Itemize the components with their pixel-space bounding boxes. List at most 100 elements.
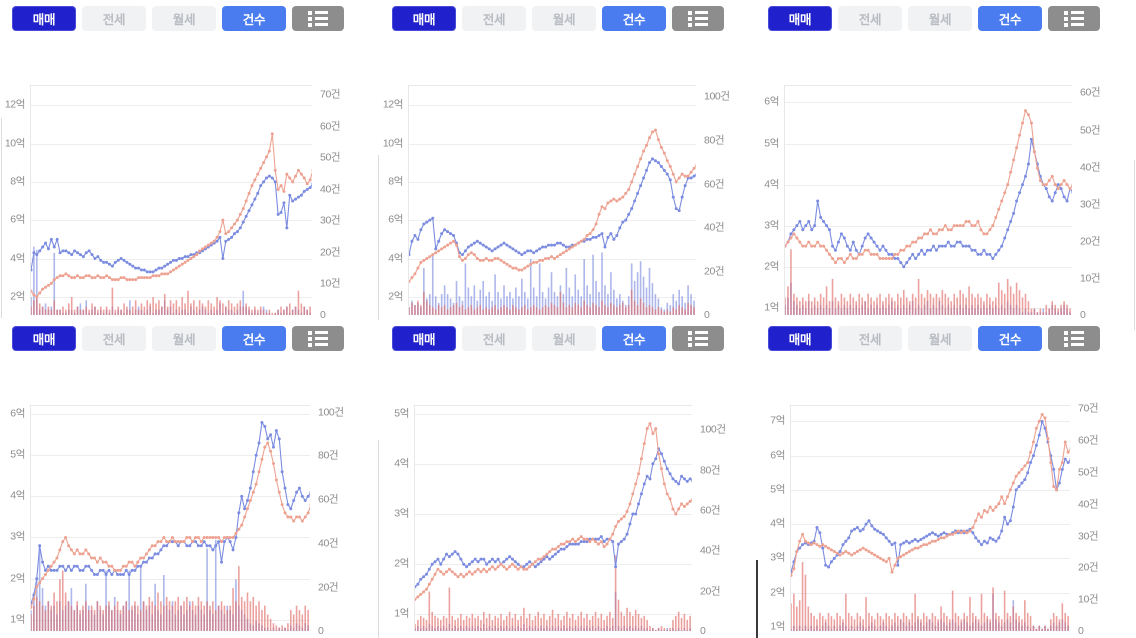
y-axis-left-tick: 3억 — [394, 507, 409, 520]
line-salmon-line — [415, 423, 692, 600]
y-axis-right-tick: 40건 — [1078, 498, 1099, 511]
list-view-button[interactable] — [1048, 6, 1100, 31]
y-axis-left-tick: 1억 — [10, 613, 25, 626]
gridline — [785, 266, 1072, 268]
tab-jeonse[interactable]: 전세 — [82, 326, 146, 351]
bar-series-bar-red — [415, 555, 691, 631]
tab-sale[interactable]: 매매 — [12, 326, 76, 351]
points-blue-line — [785, 137, 1072, 269]
y-axis-left-tick: 4억 — [770, 517, 785, 530]
tab-jeonse[interactable]: 전세 — [838, 326, 902, 351]
chart-panel-5: 매매전세월세건수5억4억3억2억1억100건80건60건40건20건006년08… — [380, 320, 756, 638]
y-axis-left-tick: 2억 — [764, 260, 779, 273]
tab-sale[interactable]: 매매 — [392, 6, 456, 31]
y-axis-left-tick: 2억 — [388, 290, 403, 303]
tab-count[interactable]: 건수 — [222, 6, 286, 31]
tab-sale-label: 매매 — [32, 13, 56, 27]
tab-count-label: 건수 — [998, 333, 1022, 347]
gridline — [791, 421, 1070, 423]
chart-area: 5억4억3억2억1억100건80건60건40건20건006년08년10년12년1… — [380, 355, 756, 638]
tab-count[interactable]: 건수 — [978, 6, 1042, 31]
tab-wolse[interactable]: 월세 — [908, 326, 972, 351]
y-axis-right-tick: 10건 — [1080, 272, 1101, 285]
y-axis-left-tick: 5억 — [394, 407, 409, 420]
tab-jeonse[interactable]: 전세 — [462, 6, 526, 31]
tab-count[interactable]: 건수 — [602, 326, 666, 351]
gridline — [31, 181, 312, 183]
y-axis-right-tick: 40건 — [704, 221, 725, 234]
tab-sale[interactable]: 매매 — [12, 6, 76, 31]
tab-jeonse[interactable]: 전세 — [462, 326, 526, 351]
tab-wolse[interactable]: 월세 — [152, 6, 216, 31]
y-axis-left-tick: 3억 — [764, 219, 779, 232]
y-axis-right-tick: 30건 — [1078, 530, 1099, 542]
series-svg — [31, 420, 310, 631]
y-axis-right-tick: 50건 — [1080, 124, 1101, 137]
list-icon — [308, 330, 328, 347]
list-icon — [688, 10, 708, 27]
y-axis-left-tick: 5억 — [770, 483, 785, 496]
points-salmon-line — [791, 413, 1070, 577]
tab-sale[interactable]: 매매 — [768, 6, 832, 31]
gridline — [409, 181, 696, 183]
tab-jeonse-label: 전세 — [858, 333, 882, 347]
gridline — [31, 455, 310, 457]
y-axis-right-tick: 30건 — [1080, 198, 1101, 211]
y-axis-left-tick: 4억 — [10, 489, 25, 502]
tab-wolse[interactable]: 월세 — [152, 326, 216, 351]
y-axis-left-tick: 1억 — [770, 620, 785, 633]
y-axis-left-tick: 10억 — [382, 137, 404, 149]
y-axis-left-tick: 4억 — [10, 252, 25, 264]
panel-divider — [1134, 160, 1135, 330]
y-axis-right-tick: 60건 — [1078, 434, 1099, 447]
list-view-button[interactable] — [292, 326, 344, 351]
chart-area: 7억6억5억4억3억2억1억70건60건50건40건30건20건10건006년0… — [756, 355, 1136, 638]
y-axis-right-tick: 0 — [320, 309, 326, 320]
series-svg — [791, 413, 1070, 631]
y-axis-right-tick: 50건 — [320, 151, 341, 164]
panel-divider — [1, 118, 2, 318]
gridline — [791, 558, 1070, 560]
tab-sale-label: 매매 — [788, 333, 812, 347]
tab-count[interactable]: 건수 — [978, 326, 1042, 351]
y-axis-right-tick: 40건 — [700, 544, 721, 557]
y-axis-left-tick: 8억 — [10, 175, 25, 188]
tab-count[interactable]: 건수 — [222, 326, 286, 351]
tab-wolse-label: 월세 — [172, 333, 196, 347]
y-axis-right-tick: 10건 — [320, 277, 341, 290]
gridline — [785, 225, 1072, 227]
tab-count[interactable]: 건수 — [602, 6, 666, 31]
list-view-button[interactable] — [292, 6, 344, 31]
tab-sale[interactable]: 매매 — [768, 326, 832, 351]
tab-sale[interactable]: 매매 — [392, 326, 456, 351]
toolbar: 매매 전세 월세 건수 — [380, 320, 756, 351]
tab-wolse-label: 월세 — [172, 13, 196, 27]
y-axis-right-tick: 0 — [1080, 309, 1086, 320]
tab-wolse-label: 월세 — [552, 333, 576, 347]
y-axis-left-tick: 4억 — [394, 457, 409, 470]
points-salmon-line — [785, 109, 1072, 265]
list-view-button[interactable] — [672, 6, 724, 31]
y-axis-left-tick: 6억 — [764, 95, 779, 108]
tab-jeonse[interactable]: 전세 — [838, 6, 902, 31]
tab-wolse[interactable]: 월세 — [532, 326, 596, 351]
tab-wolse[interactable]: 월세 — [908, 6, 972, 31]
list-view-button[interactable] — [672, 326, 724, 351]
gridline — [31, 143, 312, 145]
points-salmon-line — [31, 132, 312, 299]
tab-count-label: 건수 — [242, 333, 266, 347]
tab-wolse-label: 월세 — [928, 13, 952, 27]
y-axis-right-tick: 50건 — [1078, 466, 1099, 479]
line-blue-line — [31, 175, 312, 273]
tab-jeonse[interactable]: 전세 — [82, 6, 146, 31]
tab-wolse[interactable]: 월세 — [532, 6, 596, 31]
toolbar: 매매 전세 월세 건수 — [756, 0, 1136, 31]
y-axis-right-tick: 100건 — [700, 423, 726, 436]
y-axis-right-tick: 40건 — [318, 537, 339, 550]
line-salmon-line — [409, 129, 696, 282]
list-view-button[interactable] — [1048, 326, 1100, 351]
y-axis-left-tick: 6억 — [770, 449, 785, 462]
y-axis-right-tick: 40건 — [1080, 161, 1101, 174]
panel-scroll-handle[interactable] — [756, 560, 758, 638]
y-axis-left-tick: 12억 — [382, 98, 404, 111]
